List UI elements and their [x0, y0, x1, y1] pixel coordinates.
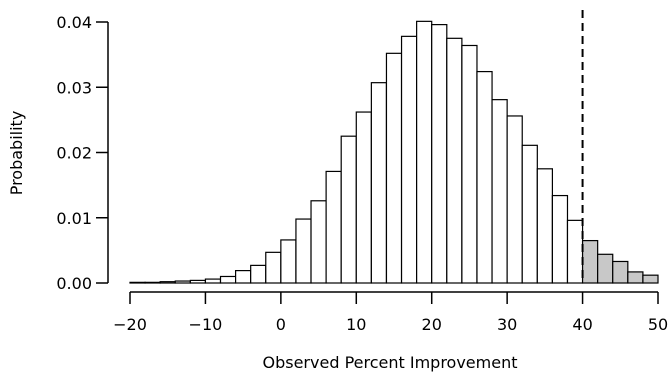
histogram-bar — [551, 194, 569, 284]
histogram-bar — [446, 37, 463, 284]
x-tick-label: 20 — [422, 315, 442, 334]
histogram-bar — [506, 115, 523, 284]
histogram-bar — [521, 144, 538, 284]
histogram-bar — [174, 280, 191, 284]
histogram-bar — [159, 281, 176, 284]
histogram-bar — [129, 281, 146, 284]
histogram-bar — [385, 52, 403, 284]
x-tick-label: 10 — [346, 315, 366, 334]
histogram-bar — [416, 20, 433, 284]
histogram-bars — [129, 20, 659, 284]
histogram-bar — [325, 170, 342, 284]
histogram-bar — [642, 274, 659, 284]
histogram-bar — [310, 200, 327, 284]
histogram-bar — [627, 271, 644, 284]
histogram-bar — [566, 219, 584, 284]
x-axis: −20 −10 0 10 20 30 40 50 — [113, 291, 668, 334]
histogram-bar — [476, 70, 493, 284]
x-tick-label: 0 — [276, 315, 286, 334]
histogram-bar — [189, 279, 207, 284]
histogram-bar — [250, 264, 267, 284]
x-tick-label: 40 — [572, 315, 592, 334]
y-tick-label: 0.00 — [56, 274, 92, 293]
histogram-bar — [280, 239, 297, 284]
histogram-bar — [431, 24, 448, 284]
y-axis-title: Probability — [7, 111, 26, 196]
x-axis-title: Observed Percent Improvement — [263, 353, 518, 372]
histogram-bar — [536, 168, 553, 284]
histogram-bar — [265, 251, 282, 284]
histogram-bar — [461, 44, 478, 284]
y-tick-label: 0.04 — [56, 13, 92, 32]
histogram-bar — [340, 135, 357, 284]
histogram-bar — [491, 99, 508, 284]
x-tick-label: −20 — [113, 315, 147, 334]
x-tick-label: −10 — [189, 315, 223, 334]
histogram-bar — [295, 218, 312, 284]
y-tick-label: 0.03 — [56, 78, 92, 97]
y-axis: 0.00 0.01 0.02 0.03 0.04 — [56, 13, 109, 293]
y-tick-label: 0.02 — [56, 144, 92, 163]
x-tick-label: 30 — [497, 315, 517, 334]
histogram-bar — [144, 281, 161, 284]
histogram-bar — [204, 278, 222, 284]
histogram-bar — [355, 111, 372, 284]
histogram-bar — [219, 275, 237, 284]
histogram-bar — [370, 82, 388, 284]
y-tick-label: 0.01 — [56, 209, 92, 228]
histogram-bar — [400, 35, 418, 284]
x-tick-label: 50 — [648, 315, 668, 334]
histogram-bar — [612, 260, 629, 284]
histogram-bar — [235, 270, 252, 284]
histogram-bar — [597, 253, 614, 284]
histogram-bar — [581, 239, 599, 284]
